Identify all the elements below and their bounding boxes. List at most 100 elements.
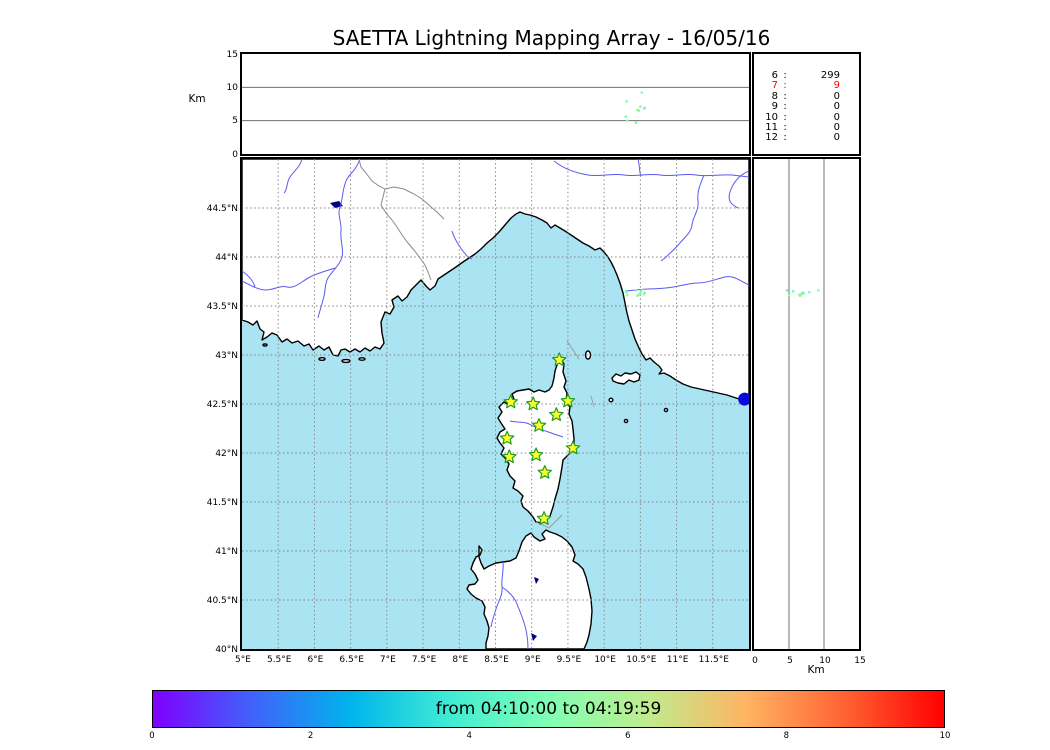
lat-tick-label: 41.5°N [206,497,238,508]
lat-tick-label: 43°N [215,350,238,361]
islet [341,358,351,364]
station-star-marker [528,447,544,462]
alt-axis-label-left: Km [188,93,206,105]
border-france-italy [358,159,432,281]
stats-key: 6 [771,70,778,81]
stats-key: 8 [771,90,778,102]
lon-tick-label: 9°E [524,655,541,665]
lightning-point [639,105,642,108]
lightning-point [637,109,641,112]
colorbar-tick-label: 4 [466,731,472,741]
maritime-line [566,340,580,360]
colorbar-tick-label: 6 [625,731,631,741]
lightning-points-map [624,289,646,297]
altitude-longitude-plot [242,86,749,124]
station-star-marker [560,393,576,408]
lightning-point [817,289,820,292]
sardinia-coastline [466,529,593,649]
altitude-longitude-panel [240,52,751,156]
lightning-point [787,294,791,297]
stats-value: 9 [833,80,840,92]
origin-marker [738,392,749,406]
station-star-marker [531,417,547,432]
alt-tick-label: 0 [232,149,238,160]
lat-tick-label: 40.5°N [206,595,238,606]
map-gridlines [242,159,749,649]
station-star-marker [537,465,553,479]
stats-row: 6: 299 [754,70,859,81]
colorbar-tick-label: 10 [939,731,951,741]
stats-colon: : [783,80,787,92]
stats-colon: : [783,132,787,144]
montecristo-island [623,418,629,424]
stats-row: 9: 0 [754,101,859,113]
border-branch [384,186,445,220]
colorbar-tick-label: 2 [307,731,314,741]
stats-row: 8: 0 [754,90,859,102]
stats-value: 0 [833,122,840,134]
lon-tick-label: 10.5°E [626,655,657,665]
lat-tick-label: 42.5°N [206,399,238,410]
alt-axis-label-bottom: Km [807,664,825,676]
stats-key: 9 [771,101,778,113]
lon-tick-label: 5.5°E [266,655,292,665]
lon-tick-label: 5°E [235,655,251,665]
lightning-point [785,289,789,292]
alt-tick-label-bottom: 10 [819,656,831,666]
stats-colon: : [783,122,787,134]
lake [531,633,537,641]
stats-colon: : [783,111,787,123]
river [490,561,504,628]
lon-tick-label: 8.5°E [484,655,509,665]
station-star-marker [525,396,541,411]
lightning-point [642,293,646,296]
altitude-latitude-panel [752,157,861,651]
islet [262,343,268,347]
islet [358,357,366,361]
lightning-point [624,290,628,293]
lightning-point [626,119,629,122]
lon-tick-label: 11°E [666,655,689,665]
altitude-latitude-plot [785,159,825,649]
stats-rows: 6:299 7:9 8:0 9:0 10:0 11:0 12:0 [754,54,859,144]
station-star-marker [503,394,518,409]
lightning-point [643,291,646,294]
lightning-point [626,294,629,297]
page-title: SAETTA Lightning Mapping Array - 16/05/1… [332,26,771,50]
lat-tick-label: 44°N [215,252,238,263]
stats-key: 12 [765,132,778,144]
station-star-marker [565,440,581,455]
colorbar: from 04:10:00 to 04:19:59 [152,690,945,728]
maritime-line [590,395,595,408]
lon-tick-label: 6°E [307,655,324,665]
lon-tick-label: 6.5°E [339,655,364,665]
stats-row: 12: 0 [754,132,859,144]
stats-colon: : [783,70,787,81]
lon-tick-label: 10°E [594,655,616,665]
lat-tick-label: 40°N [215,644,238,655]
lat-tick-label: 43.5°N [206,301,238,312]
pianosa-island [608,397,614,403]
stats-key: 11 [765,122,778,134]
lightning-point [801,291,804,294]
river [242,270,256,288]
lat-tick-label: 44.5°N [206,203,238,214]
river-tanaro [660,174,705,262]
country-borders [358,159,445,281]
stats-value: 0 [833,111,840,123]
lon-tick-label: 7.5°E [411,655,437,665]
stats-key: 7 [771,80,778,92]
stats-colon: : [783,101,787,113]
stats-row: 10: 0 [754,111,859,123]
station-star-marker [502,449,517,464]
station-star-marker [536,511,552,525]
stats-value: 0 [833,101,840,113]
river-durance [242,267,336,291]
lake [534,577,539,584]
lat-tick-label: 42°N [215,448,238,459]
lightning-point [643,106,646,110]
station-star-marker [549,407,564,422]
giglio-island [663,407,669,413]
lon-tick-label: 7°E [379,655,396,665]
